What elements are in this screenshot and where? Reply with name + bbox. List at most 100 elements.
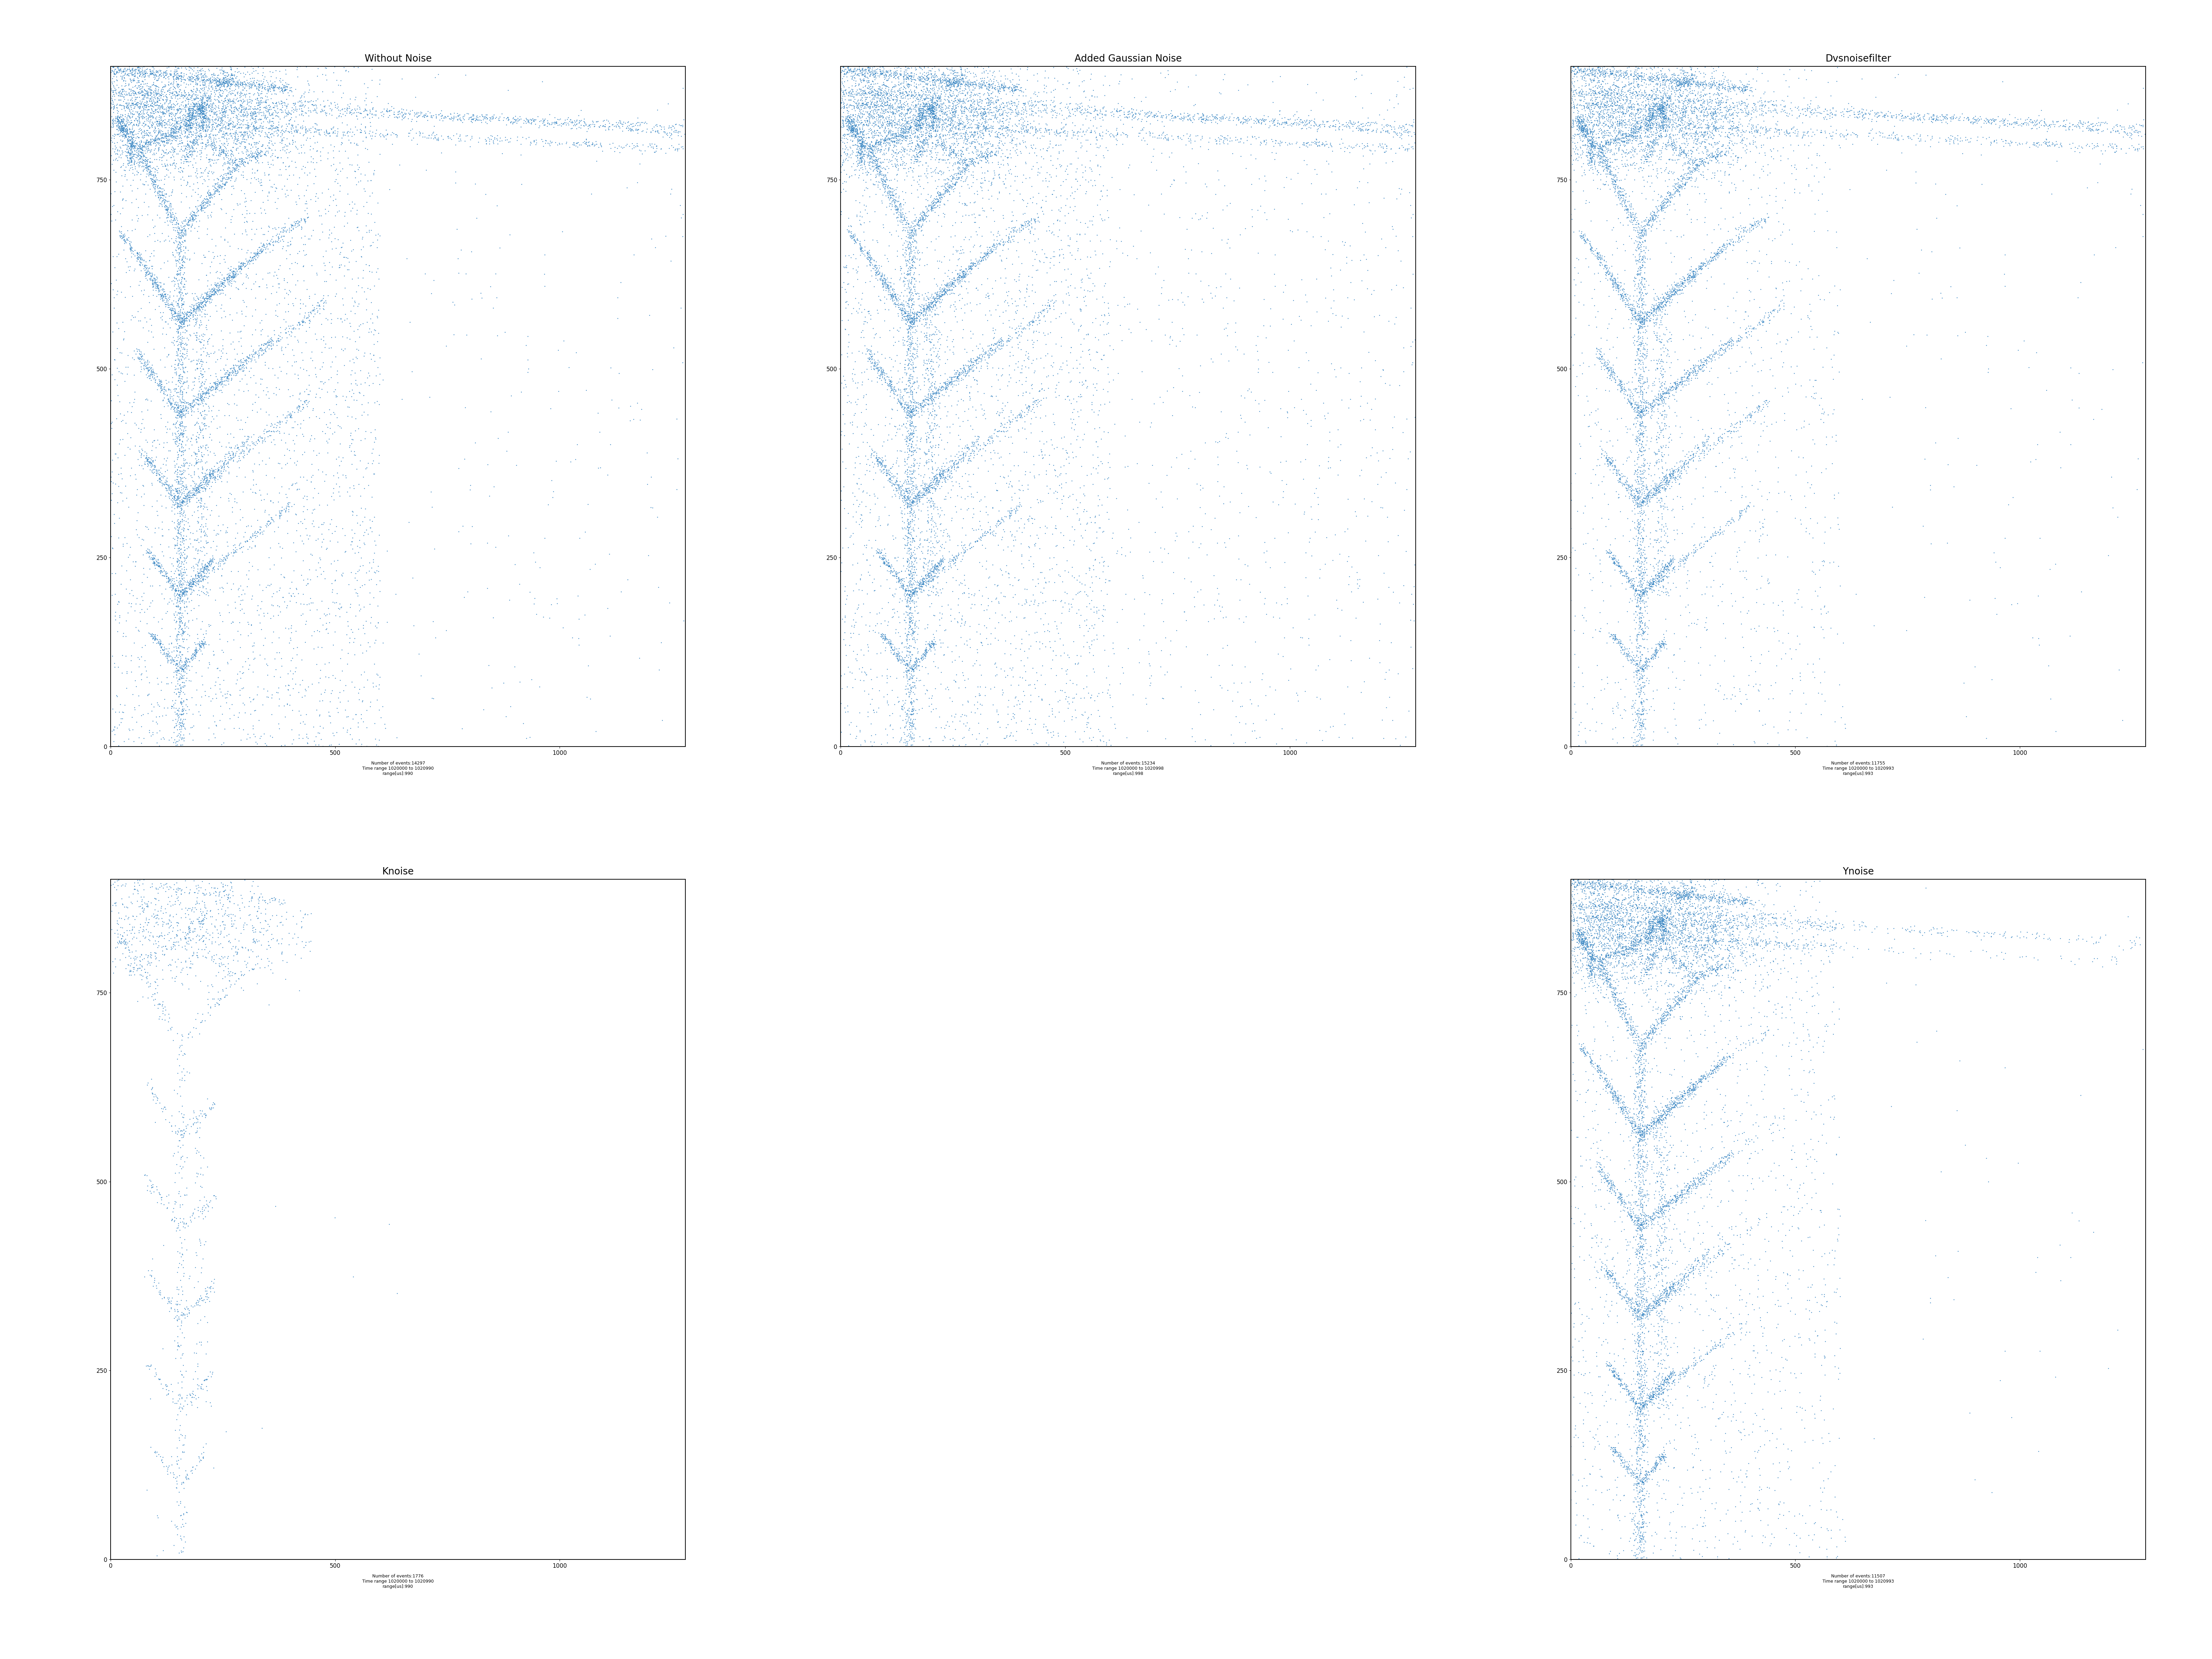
Point: [900, 486, 936, 513]
Point: [1586, 143, 1621, 169]
Point: [1628, 1297, 1663, 1324]
Point: [1692, 1465, 1728, 1491]
Point: [1624, 1488, 1659, 1515]
Point: [995, 91, 1031, 118]
Point: [137, 946, 173, 972]
Point: [1686, 957, 1721, 984]
Point: [1723, 901, 1759, 927]
Point: [894, 602, 929, 629]
Point: [250, 76, 285, 103]
Point: [927, 559, 962, 586]
Point: [1106, 284, 1141, 310]
Point: [288, 309, 323, 335]
Point: [1597, 941, 1632, 967]
Point: [1060, 650, 1095, 677]
Point: [1747, 388, 1783, 415]
Point: [1214, 139, 1250, 166]
Point: [199, 65, 234, 91]
Point: [898, 574, 933, 601]
Point: [1728, 1131, 1763, 1158]
Point: [1590, 88, 1626, 114]
Point: [1666, 951, 1701, 977]
Point: [124, 665, 159, 692]
Point: [206, 730, 241, 757]
Point: [1619, 657, 1655, 684]
Point: [1661, 68, 1697, 95]
Point: [170, 652, 206, 679]
Point: [872, 272, 907, 299]
Point: [1590, 123, 1626, 149]
Point: [1628, 484, 1663, 511]
Point: [1588, 85, 1624, 111]
Point: [987, 75, 1022, 101]
Point: [909, 637, 945, 664]
Point: [168, 146, 204, 173]
Point: [170, 114, 206, 141]
Point: [1714, 506, 1750, 533]
Point: [95, 898, 131, 924]
Point: [1015, 463, 1051, 489]
Point: [212, 141, 248, 168]
Point: [159, 123, 195, 149]
Point: [958, 103, 993, 129]
Point: [102, 55, 137, 81]
Point: [1245, 106, 1281, 133]
Point: [1809, 1289, 1845, 1316]
Point: [1619, 1389, 1655, 1415]
Point: [922, 461, 958, 488]
Point: [1391, 76, 1427, 103]
Point: [1307, 236, 1343, 262]
Point: [1739, 971, 1774, 997]
Point: [170, 924, 206, 951]
Point: [106, 871, 142, 898]
Point: [907, 103, 942, 129]
Point: [199, 68, 234, 95]
Point: [2020, 111, 2055, 138]
Point: [947, 461, 982, 488]
Point: [1712, 942, 1747, 969]
Point: [1668, 272, 1703, 299]
Point: [942, 246, 978, 272]
Point: [1628, 1289, 1663, 1316]
Point: [137, 90, 173, 116]
Point: [1652, 997, 1688, 1024]
Point: [1597, 904, 1632, 931]
Point: [1670, 1080, 1705, 1107]
Point: [1686, 1457, 1721, 1483]
Point: [197, 166, 232, 192]
Point: [1586, 109, 1621, 136]
Point: [1343, 679, 1378, 705]
Point: [292, 362, 327, 388]
Point: [1579, 93, 1615, 119]
Point: [838, 471, 874, 498]
Point: [1666, 164, 1701, 191]
Point: [1670, 884, 1705, 911]
Point: [1626, 579, 1661, 606]
Point: [1644, 196, 1679, 222]
Point: [228, 126, 263, 153]
Point: [122, 144, 157, 171]
Point: [1604, 1093, 1639, 1120]
Point: [1677, 78, 1712, 105]
Point: [212, 146, 248, 173]
Point: [241, 335, 276, 362]
Point: [1624, 659, 1659, 685]
Point: [949, 63, 984, 90]
Point: [1650, 1193, 1686, 1219]
Point: [186, 559, 221, 586]
Point: [1692, 247, 1728, 274]
Point: [874, 141, 909, 168]
Point: [188, 541, 223, 567]
Point: [971, 76, 1006, 103]
Point: [1659, 725, 1694, 752]
Point: [863, 287, 898, 314]
Point: [161, 421, 197, 448]
Point: [166, 270, 201, 297]
Point: [113, 91, 148, 118]
Point: [1743, 1364, 1778, 1390]
Point: [1648, 469, 1683, 496]
Point: [1646, 1223, 1681, 1249]
Point: [1060, 579, 1095, 606]
Point: [243, 587, 279, 614]
Point: [1674, 259, 1710, 285]
